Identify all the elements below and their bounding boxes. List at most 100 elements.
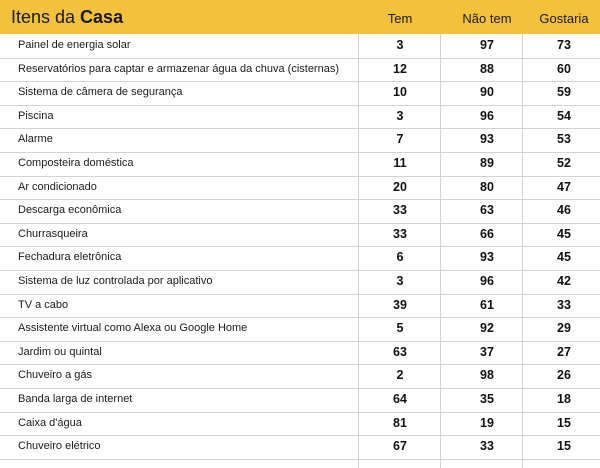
- column-header-nao-tem: Não tem: [462, 11, 512, 26]
- table-row: Piscina 3 96 54: [0, 105, 600, 130]
- tem-value: 3: [396, 108, 404, 123]
- tem-value: 64: [393, 392, 407, 406]
- table-row: Assistente virtual como Alexa ou Google …: [0, 317, 600, 342]
- row-item-label: Reservatórios para captar e armazenar ág…: [18, 62, 339, 75]
- row-item-label: TV a cabo: [18, 298, 69, 311]
- gostaria-value: 60: [557, 61, 571, 76]
- table-row: Caixa d'água 81 19 15: [0, 412, 600, 437]
- table-row: Churrasqueira 33 66 45: [0, 223, 600, 248]
- table-row: Sistema de câmera de segurança 10 90 59: [0, 81, 600, 106]
- gostaria-value: 15: [557, 439, 571, 454]
- table-header: Itens da Casa Tem Não tem Gostaria: [0, 0, 600, 34]
- tem-value: 7: [396, 132, 404, 147]
- gostaria-value: 59: [557, 85, 571, 100]
- row-item-label: Composteira doméstica: [18, 157, 134, 169]
- gostaria-value: 52: [557, 156, 571, 170]
- gostaria-value: 53: [557, 132, 571, 147]
- row-item-label: Chuveiro elétrico: [18, 440, 101, 453]
- row-item-label: Piscina: [18, 109, 54, 122]
- table-row: Ar condicionado 20 80 47: [0, 176, 600, 201]
- tem-value: 63: [393, 344, 407, 359]
- gostaria-value: 47: [557, 179, 571, 194]
- table-row: Sistema de luz controlada por aplicativo…: [0, 270, 600, 295]
- table-row: TV a cabo 39 61 33: [0, 294, 600, 319]
- gostaria-value: 73: [557, 38, 571, 52]
- column-header-gostaria: Gostaria: [539, 11, 589, 26]
- tem-value: 6: [396, 250, 404, 265]
- gostaria-value: 29: [557, 321, 571, 336]
- tem-value: 33: [393, 226, 407, 241]
- tem-value: 2: [396, 368, 404, 383]
- row-item-label: Descarga econômica: [18, 204, 122, 217]
- tem-value: 10: [393, 85, 407, 100]
- column-divider: [522, 34, 523, 468]
- table-row: Composteira doméstica 11 89 52: [0, 152, 600, 177]
- table-row: Chuveiro elétrico 67 33 15: [0, 435, 600, 460]
- nao-tem-value: 97: [480, 38, 494, 52]
- nao-tem-value: 89: [480, 156, 494, 170]
- tem-value: 12: [393, 61, 407, 76]
- tem-value: 67: [393, 439, 407, 454]
- table-row: Fechadura eletrônica 6 93 45: [0, 246, 600, 271]
- gostaria-value: 15: [557, 415, 571, 430]
- table-row: Jardim ou quintal 63 37 27: [0, 341, 600, 366]
- tem-value: 5: [396, 321, 404, 336]
- tem-value: 20: [393, 179, 407, 194]
- row-item-label: Chuveiro a gás: [18, 369, 92, 382]
- nao-tem-value: 35: [480, 392, 494, 406]
- table-row: Reservatórios para captar e armazenar ág…: [0, 58, 600, 83]
- column-header-tem: Tem: [387, 11, 413, 26]
- nao-tem-value: 61: [480, 297, 494, 312]
- nao-tem-value: 96: [480, 108, 494, 123]
- nao-tem-value: 66: [480, 226, 494, 241]
- nao-tem-value: 96: [480, 274, 494, 288]
- table-title-emphasis: Casa: [80, 7, 124, 27]
- nao-tem-value: 93: [480, 132, 494, 147]
- nao-tem-value: 93: [480, 250, 494, 265]
- table-row: Alarme 7 93 53: [0, 128, 600, 153]
- row-item-label: Banda larga de internet: [18, 393, 133, 405]
- gostaria-value: 42: [557, 274, 571, 288]
- nao-tem-value: 80: [480, 179, 494, 194]
- tem-value: 3: [396, 274, 404, 288]
- row-item-label: Churrasqueira: [18, 227, 88, 240]
- nao-tem-value: 33: [480, 439, 494, 454]
- row-item-label: Ar condicionado: [18, 180, 97, 193]
- column-divider: [440, 34, 441, 468]
- row-item-label: Alarme: [18, 133, 53, 146]
- gostaria-value: 45: [557, 250, 571, 265]
- gostaria-value: 27: [557, 344, 571, 359]
- table-title-prefix: Itens da: [11, 7, 81, 27]
- nao-tem-value: 19: [480, 415, 494, 430]
- table-row: Painel de energia solar 3 97 73: [0, 34, 600, 59]
- row-item-label: Jardim ou quintal: [18, 345, 102, 358]
- table-row: Descarga econômica 33 63 46: [0, 199, 600, 224]
- row-item-label: Painel de energia solar: [18, 39, 131, 51]
- tem-value: 39: [393, 297, 407, 312]
- gostaria-value: 45: [557, 226, 571, 241]
- tem-value: 11: [393, 156, 407, 170]
- tem-value: 81: [393, 415, 407, 430]
- nao-tem-value: 63: [480, 203, 494, 218]
- row-item-label: Assistente virtual como Alexa ou Google …: [18, 322, 248, 335]
- gostaria-value: 18: [557, 392, 571, 406]
- gostaria-value: 46: [557, 203, 571, 218]
- gostaria-value: 26: [557, 368, 571, 383]
- nao-tem-value: 88: [480, 61, 494, 76]
- row-item-label: Sistema de câmera de segurança: [18, 86, 183, 99]
- row-item-label: Sistema de luz controlada por aplicativo: [18, 275, 213, 287]
- nao-tem-value: 92: [480, 321, 494, 336]
- table-row: Chuveiro a gás 2 98 26: [0, 364, 600, 389]
- gostaria-value: 54: [557, 108, 571, 123]
- column-divider: [358, 34, 359, 468]
- row-item-label: Caixa d'água: [18, 416, 82, 429]
- table-title: Itens da Casa: [11, 7, 123, 28]
- nao-tem-value: 37: [480, 344, 494, 359]
- table-row: Banda larga de internet 64 35 18: [0, 388, 600, 413]
- gostaria-value: 33: [557, 297, 571, 312]
- tem-value: 33: [393, 203, 407, 218]
- row-item-label: Fechadura eletrônica: [18, 251, 122, 264]
- nao-tem-value: 90: [480, 85, 494, 100]
- nao-tem-value: 98: [480, 368, 494, 383]
